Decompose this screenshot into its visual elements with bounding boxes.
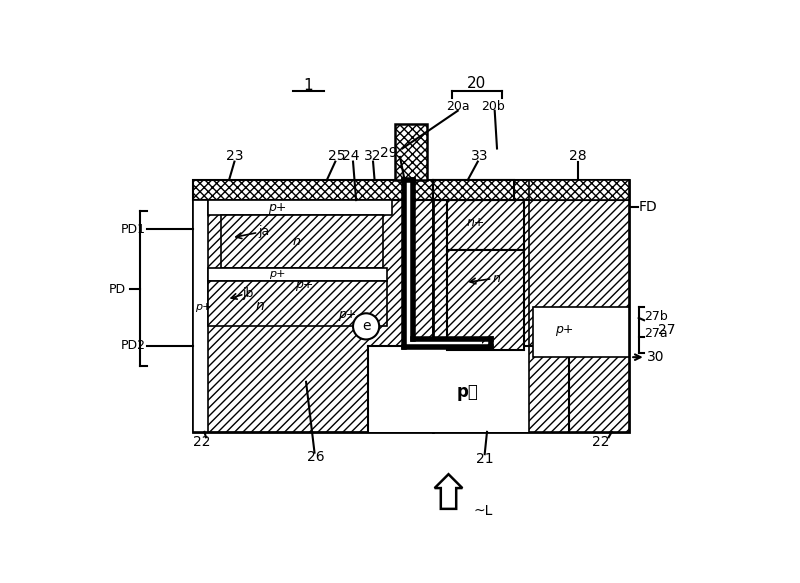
Bar <box>394 124 427 180</box>
Text: 20b: 20b <box>482 100 505 113</box>
Text: 24: 24 <box>342 149 359 163</box>
Bar <box>534 307 630 357</box>
Bar <box>208 281 387 325</box>
FancyArrow shape <box>434 474 462 509</box>
Text: 27: 27 <box>658 323 675 337</box>
Text: 22: 22 <box>193 435 210 449</box>
Text: 28: 28 <box>569 149 586 163</box>
Bar <box>433 180 630 200</box>
Text: p+: p+ <box>195 302 212 312</box>
Text: 32: 32 <box>364 149 382 163</box>
Text: n: n <box>292 235 300 248</box>
Text: 21: 21 <box>476 452 494 466</box>
Bar <box>208 200 391 216</box>
Text: p阱: p阱 <box>457 383 478 401</box>
Bar <box>530 180 630 200</box>
Bar <box>193 180 433 432</box>
Text: 27b: 27b <box>644 310 668 323</box>
Text: 29: 29 <box>380 146 398 160</box>
Text: p+: p+ <box>338 308 356 321</box>
Bar <box>433 180 630 432</box>
Bar <box>405 340 482 346</box>
Text: n: n <box>255 298 264 312</box>
Bar <box>368 346 570 432</box>
Bar <box>447 200 524 250</box>
Bar <box>447 250 524 350</box>
Text: FD: FD <box>638 200 658 214</box>
Text: 23: 23 <box>226 149 243 163</box>
Bar <box>433 180 514 200</box>
Text: e: e <box>362 319 370 333</box>
Bar <box>193 180 433 200</box>
Text: 20: 20 <box>467 76 486 90</box>
Text: p+: p+ <box>555 323 573 336</box>
Text: ja: ja <box>258 225 270 238</box>
Bar <box>222 216 383 268</box>
Text: 20a: 20a <box>446 100 470 113</box>
Text: 27a: 27a <box>644 327 668 340</box>
Text: PD1: PD1 <box>121 223 146 236</box>
Bar <box>530 200 630 432</box>
Text: 22: 22 <box>592 435 610 449</box>
Bar <box>405 181 412 345</box>
Text: 25: 25 <box>328 149 346 163</box>
Text: PD: PD <box>109 283 126 296</box>
Text: 33: 33 <box>470 149 488 163</box>
Text: ~L: ~L <box>473 504 493 518</box>
Circle shape <box>353 313 379 339</box>
Bar <box>208 268 387 281</box>
Bar <box>193 200 208 432</box>
Text: n+: n+ <box>466 216 485 229</box>
Text: p+: p+ <box>295 278 314 290</box>
Text: n: n <box>492 272 500 285</box>
Text: 1: 1 <box>303 78 313 93</box>
Text: PD2: PD2 <box>121 339 146 352</box>
Text: p+: p+ <box>268 201 286 215</box>
Text: 26: 26 <box>307 450 325 464</box>
Text: 30: 30 <box>647 350 665 364</box>
Text: p+: p+ <box>270 269 286 279</box>
Text: jb: jb <box>242 287 254 300</box>
